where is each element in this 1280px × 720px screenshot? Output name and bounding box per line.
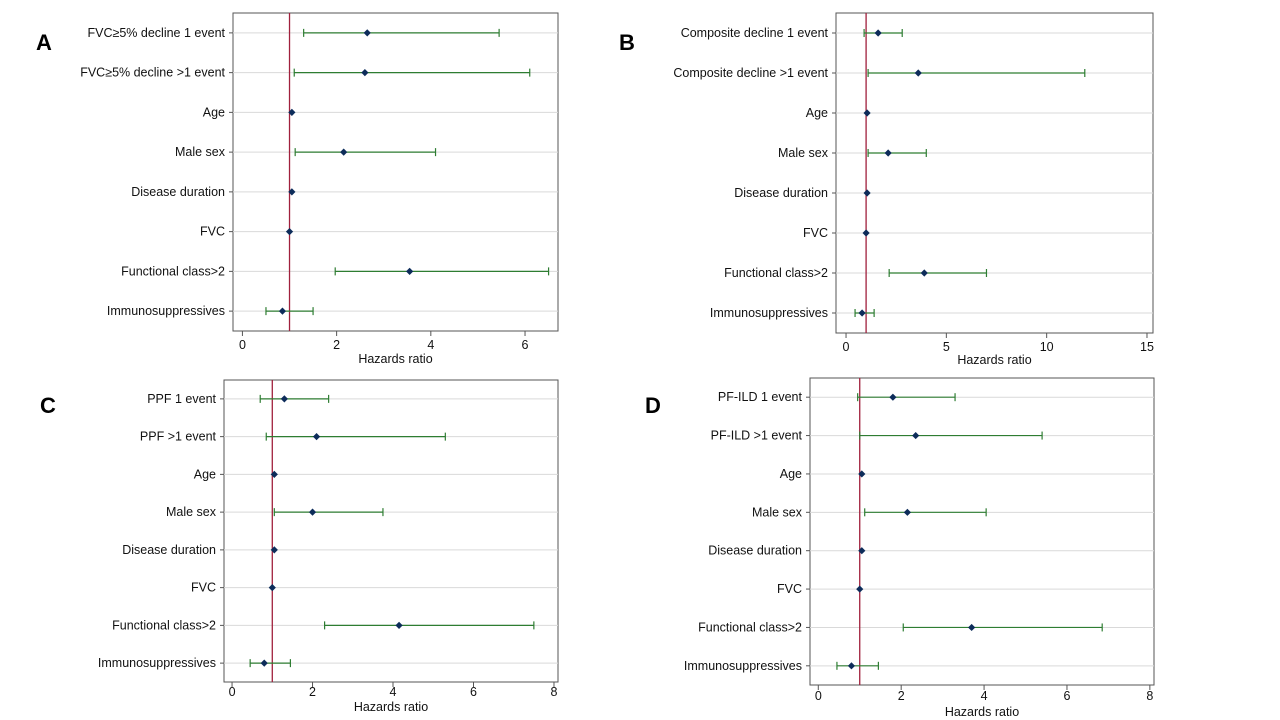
x-tick-label: 0 xyxy=(843,340,850,354)
plot-frame xyxy=(835,12,1154,334)
row-label: Functional class>2 xyxy=(724,266,828,280)
row-label: Disease duration xyxy=(131,185,225,199)
x-tick-label: 6 xyxy=(522,338,529,352)
hazard-ratio-point xyxy=(914,69,922,77)
row-label: FVC xyxy=(777,582,802,596)
hazard-ratio-point xyxy=(308,508,317,516)
hazard-ratio-point xyxy=(968,623,976,632)
forest-panel-b: B Composite decline 1 event Composite decl… xyxy=(619,12,1154,367)
x-tick-label: 6 xyxy=(470,685,477,699)
x-tick-label: 6 xyxy=(1063,689,1070,703)
row-label: FVC≥5% decline 1 event xyxy=(88,26,226,40)
x-tick-label: 4 xyxy=(427,338,434,352)
hazard-ratio-point xyxy=(874,29,882,37)
x-tick-label: 0 xyxy=(229,685,236,699)
row-label: Immunosuppressives xyxy=(107,304,225,318)
x-tick-label: 8 xyxy=(1146,689,1153,703)
row-label: Male sex xyxy=(166,505,217,519)
x-axis-title: Hazards ratio xyxy=(354,700,428,714)
row-label: Functional class>2 xyxy=(121,264,225,278)
row-label: Age xyxy=(203,105,225,119)
row-label: PF-ILD >1 event xyxy=(711,429,803,443)
x-axis-title: Hazards ratio xyxy=(945,705,1019,719)
hazard-ratio-point xyxy=(270,470,278,478)
row-label: Immunosuppressives xyxy=(98,656,216,670)
x-tick-label: 4 xyxy=(390,685,397,699)
hazard-ratio-point xyxy=(270,546,278,554)
forest-panel-d: D PF-ILD 1 event PF-ILD >1 event Age Male se… xyxy=(645,377,1155,719)
hazard-ratio-point xyxy=(340,148,348,156)
x-tick-label: 4 xyxy=(981,689,988,703)
hazard-ratio-point xyxy=(268,584,276,592)
hazard-ratio-point xyxy=(856,585,864,593)
forest-panel-c: C PPF 1 event PPF >1 event Age Male sex Disea… xyxy=(40,379,559,714)
plot-frame xyxy=(809,377,1155,686)
row-label: FVC≥5% decline >1 event xyxy=(80,66,225,80)
row-label: Age xyxy=(806,106,828,120)
hazard-ratio-point xyxy=(312,433,321,441)
hazard-ratio-point xyxy=(847,662,856,670)
hazard-ratio-point xyxy=(406,267,414,275)
x-tick-label: 5 xyxy=(943,340,950,354)
hazard-ratio-point xyxy=(863,189,871,197)
row-label: Disease duration xyxy=(708,544,802,558)
forest-panel-a: A FVC≥5% decline 1 event FVC≥5% decline >1… xyxy=(36,12,559,366)
x-axis-title: Hazards ratio xyxy=(358,352,432,366)
row-label: Functional class>2 xyxy=(698,620,802,634)
row-label: FVC xyxy=(191,581,216,595)
hazard-ratio-point xyxy=(863,109,871,117)
hazard-ratio-point xyxy=(858,547,866,555)
hazard-ratio-point xyxy=(862,229,870,237)
x-tick-label: 0 xyxy=(815,689,822,703)
row-label: PPF >1 event xyxy=(140,430,217,444)
hazard-ratio-point xyxy=(912,431,920,440)
row-label: Composite decline 1 event xyxy=(681,26,829,40)
row-label: Male sex xyxy=(175,145,226,159)
hazard-ratio-point xyxy=(288,188,296,196)
panel-label: C xyxy=(40,393,56,418)
row-label: PPF 1 event xyxy=(147,392,216,406)
x-axis-title: Hazards ratio xyxy=(957,353,1031,367)
row-label: Immunosuppressives xyxy=(684,659,802,673)
hazard-ratio-point xyxy=(858,309,866,317)
hazard-ratio-point xyxy=(288,108,296,116)
hazard-ratio-point xyxy=(858,470,866,478)
panel-label: A xyxy=(36,30,52,55)
panel-label: D xyxy=(645,393,661,418)
hazard-ratio-point xyxy=(361,69,369,77)
row-label: Functional class>2 xyxy=(112,618,216,632)
x-tick-label: 15 xyxy=(1140,340,1154,354)
x-tick-label: 2 xyxy=(309,685,316,699)
hazard-ratio-point xyxy=(285,228,294,236)
row-label: Immunosuppressives xyxy=(710,306,828,320)
row-label: FVC xyxy=(200,225,225,239)
row-label: Male sex xyxy=(778,146,829,160)
row-label: Disease duration xyxy=(122,543,216,557)
row-label: Age xyxy=(194,467,216,481)
plot-frame xyxy=(223,379,559,683)
row-label: Age xyxy=(780,467,802,481)
x-tick-label: 2 xyxy=(333,338,340,352)
row-label: FVC xyxy=(803,226,828,240)
hazard-ratio-point xyxy=(395,621,403,629)
hazard-ratio-point xyxy=(920,269,928,277)
row-label: PF-ILD 1 event xyxy=(718,390,803,404)
hazard-ratio-point xyxy=(363,29,371,37)
x-tick-label: 8 xyxy=(550,685,557,699)
row-label: Composite decline >1 event xyxy=(673,66,828,80)
x-tick-label: 0 xyxy=(239,338,246,352)
hazard-ratio-point xyxy=(884,149,892,157)
x-tick-label: 10 xyxy=(1040,340,1054,354)
plot-frame xyxy=(232,12,559,332)
panel-label: B xyxy=(619,30,635,55)
hazard-ratio-point xyxy=(903,508,911,516)
hazard-ratio-point xyxy=(889,393,897,401)
row-label: Male sex xyxy=(752,505,803,519)
row-label: Disease duration xyxy=(734,186,828,200)
hazard-ratio-point xyxy=(260,659,268,667)
x-tick-label: 2 xyxy=(898,689,905,703)
hazard-ratio-point xyxy=(280,395,288,403)
hazard-ratio-point xyxy=(278,307,287,315)
